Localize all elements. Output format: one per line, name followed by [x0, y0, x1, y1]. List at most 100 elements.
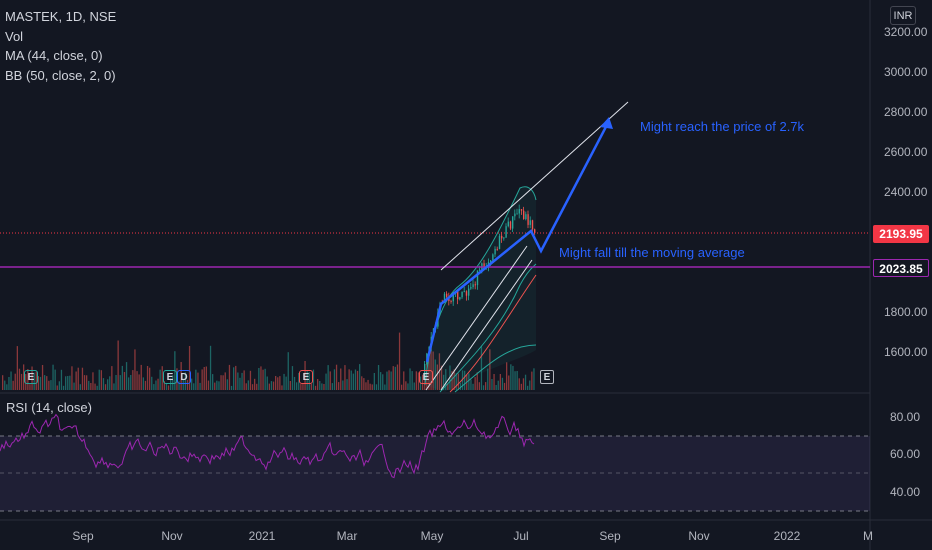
- volume-bar: [268, 383, 270, 390]
- volume-bar: [426, 362, 428, 390]
- volume-bar: [104, 384, 107, 390]
- time-tick: Nov: [688, 529, 710, 543]
- volume-bar: [327, 365, 329, 390]
- bb-fill: [425, 186, 536, 392]
- volume-bar: [230, 385, 233, 390]
- candle-body: [424, 364, 426, 380]
- volume-bar: [457, 373, 459, 390]
- vol-label[interactable]: Vol: [5, 28, 24, 44]
- volume-bar: [302, 384, 304, 390]
- volume-bar: [415, 371, 417, 390]
- earnings-icon[interactable]: E: [299, 370, 313, 384]
- volume-bar: [241, 372, 243, 390]
- volume-bar: [12, 380, 14, 390]
- volume-bar: [157, 378, 159, 390]
- volume-bar: [33, 372, 35, 390]
- volume-bar: [514, 371, 516, 390]
- volume-bar: [243, 370, 245, 390]
- volume-bar: [350, 370, 352, 390]
- price-tick: 1600.00: [884, 345, 928, 359]
- volume-bar: [375, 384, 378, 390]
- volume-bar: [529, 380, 531, 390]
- volume-bar: [499, 374, 501, 390]
- volume-bar: [335, 364, 338, 390]
- volume-bar: [165, 383, 168, 390]
- volume-bar: [2, 375, 4, 390]
- volume-bar: [142, 377, 144, 390]
- earnings-icon[interactable]: E: [540, 370, 554, 384]
- volume-bar: [308, 372, 310, 390]
- earnings-icon[interactable]: E: [419, 370, 433, 384]
- rsi-line: [0, 413, 535, 479]
- volume-bar: [413, 382, 415, 390]
- volume-bar: [88, 380, 90, 390]
- volume-bar: [451, 371, 453, 390]
- volume-bar: [4, 380, 6, 390]
- volume-bar: [508, 375, 510, 390]
- volume-bar: [65, 376, 67, 390]
- volume-bar: [226, 379, 228, 390]
- volume-bar: [459, 382, 462, 390]
- target-annotation[interactable]: Might reach the price of 2.7k: [640, 119, 805, 134]
- volume-bar: [306, 371, 308, 390]
- channel-lower-line[interactable]: [440, 259, 533, 391]
- volume-bar: [390, 371, 392, 390]
- volume-bar: [256, 383, 258, 390]
- volume-bar: [130, 375, 132, 390]
- volume-bar: [321, 383, 323, 390]
- earnings-icon[interactable]: E: [24, 370, 38, 384]
- volume-bar: [54, 369, 56, 390]
- volume-bar: [113, 383, 115, 390]
- volume-bar: [111, 366, 113, 390]
- volume-bar: [182, 378, 184, 390]
- bb-label[interactable]: BB (50, close, 2, 0): [5, 67, 116, 83]
- volume-bar: [260, 366, 262, 390]
- volume-bar: [16, 346, 18, 390]
- volume-bar: [73, 382, 75, 390]
- volume-bar: [394, 366, 396, 390]
- volume-bar: [48, 380, 50, 390]
- volume-bar: [23, 364, 25, 390]
- rsi-label[interactable]: RSI (14, close): [6, 400, 92, 415]
- channel-mid-line[interactable]: [425, 245, 528, 391]
- volume-bar: [487, 368, 489, 390]
- volume-bar: [300, 384, 302, 390]
- volume-bar: [468, 373, 470, 390]
- candle-body: [446, 293, 448, 297]
- volume-bar: [134, 349, 136, 390]
- currency-button[interactable]: INR: [890, 6, 916, 25]
- volume-bar: [403, 371, 405, 390]
- volume-bar: [62, 385, 65, 390]
- volume-bar: [527, 385, 529, 390]
- dividend-icon[interactable]: D: [177, 370, 191, 384]
- volume-bar: [228, 364, 231, 390]
- volume-bar: [199, 382, 201, 390]
- rsi-tick: 60.00: [890, 447, 921, 461]
- channel-upper-line[interactable]: [440, 101, 629, 271]
- ma-label[interactable]: MA (44, close, 0): [5, 48, 103, 63]
- volume-bar: [188, 346, 191, 390]
- volume-bar: [86, 375, 88, 390]
- volume-bar: [472, 383, 474, 390]
- volume-bar: [277, 377, 279, 390]
- volume-bar: [373, 373, 375, 390]
- volume-bar: [377, 365, 380, 390]
- volume-bar: [506, 362, 508, 390]
- volume-bar: [109, 376, 111, 390]
- volume-bar: [382, 374, 384, 390]
- volume-bar: [304, 361, 306, 390]
- volume-bar: [184, 372, 186, 390]
- symbol-label[interactable]: MASTEK, 1D, NSE: [5, 9, 117, 24]
- volume-bar: [167, 385, 170, 390]
- volume-bar: [37, 376, 39, 390]
- candle-body: [516, 213, 518, 215]
- fall-annotation[interactable]: Might fall till the moving average: [559, 245, 745, 260]
- earnings-icon[interactable]: E: [163, 370, 177, 384]
- projection-arrow[interactable]: [425, 120, 611, 363]
- volume-bar: [470, 379, 472, 390]
- volume-bar: [115, 375, 117, 390]
- volume-bar: [386, 371, 388, 390]
- volume-bar: [153, 384, 155, 390]
- volume-bar: [371, 384, 373, 390]
